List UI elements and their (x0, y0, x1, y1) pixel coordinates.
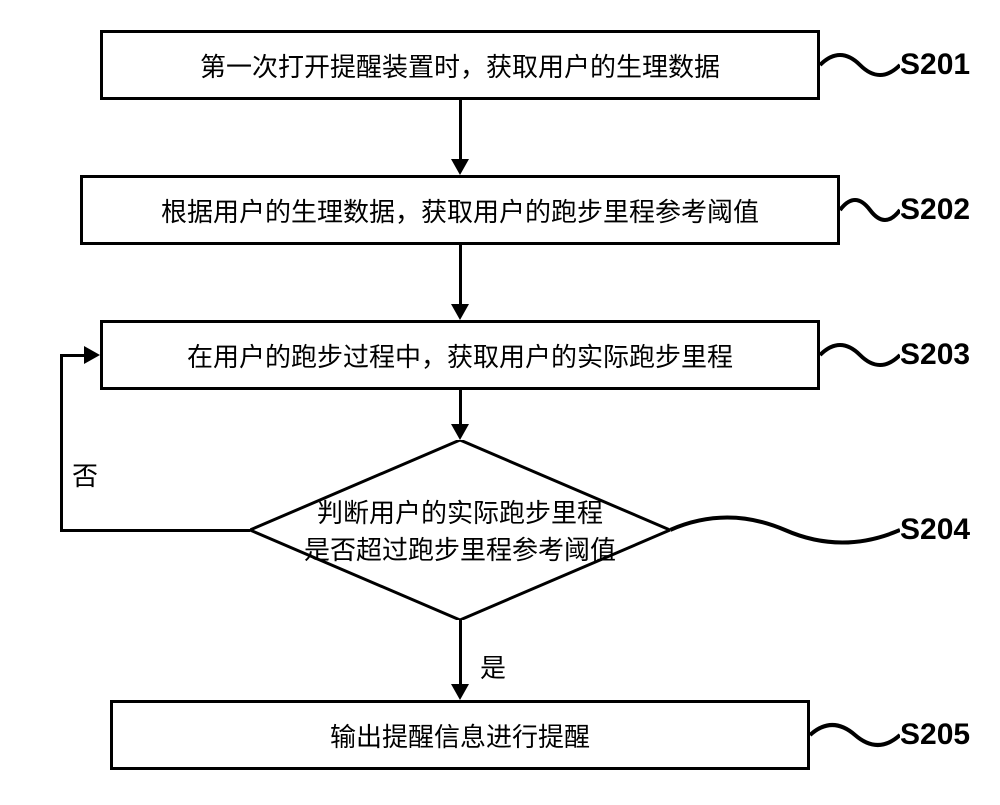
arrow-a3-head (451, 424, 469, 440)
arrow-a3-line (459, 390, 462, 424)
tilde-s203 (820, 340, 900, 370)
step-s202-box: 根据用户的生理数据，获取用户的跑步里程参考阈值 (80, 175, 840, 245)
arrow-a2-line (459, 245, 462, 304)
step-s201-box: 第一次打开提醒装置时，获取用户的生理数据 (100, 30, 820, 100)
step-s203-box: 在用户的跑步过程中，获取用户的实际跑步里程 (100, 320, 820, 390)
edge-yes-label: 是 (480, 648, 506, 685)
step-s205-box: 输出提醒信息进行提醒 (110, 700, 810, 770)
arrow-a1-head (451, 159, 469, 175)
arrow-a4-head (451, 684, 469, 700)
step-s204-diamond: 判断用户的实际跑步里程 是否超过跑步里程参考阈值 (250, 440, 670, 620)
loop-v (60, 355, 63, 531)
loop-h2 (60, 354, 84, 357)
label-s201: S201 (900, 48, 970, 82)
step-s204-line2: 是否超过跑步里程参考阈值 (304, 530, 616, 567)
label-s205: S205 (900, 718, 970, 752)
tilde-s204 (670, 515, 900, 545)
step-s202-text: 根据用户的生理数据，获取用户的跑步里程参考阈值 (161, 192, 759, 229)
arrow-a1-line (459, 100, 462, 159)
arrow-a4-line (459, 620, 462, 684)
flowchart-canvas: 第一次打开提醒装置时，获取用户的生理数据 根据用户的生理数据，获取用户的跑步里程… (0, 0, 1000, 805)
tilde-s201 (820, 50, 900, 80)
arrow-a2-head (451, 304, 469, 320)
edge-no-label: 否 (72, 456, 98, 493)
label-s204: S204 (900, 513, 970, 547)
tilde-s202 (840, 195, 900, 225)
step-s201-text: 第一次打开提醒装置时，获取用户的生理数据 (200, 47, 720, 84)
loop-head (84, 346, 100, 364)
loop-h1 (60, 529, 250, 532)
label-s202: S202 (900, 193, 970, 227)
tilde-s205 (810, 720, 900, 750)
step-s203-text: 在用户的跑步过程中，获取用户的实际跑步里程 (187, 337, 733, 374)
step-s205-text: 输出提醒信息进行提醒 (330, 717, 590, 754)
label-s203: S203 (900, 338, 970, 372)
step-s204-line1: 判断用户的实际跑步里程 (317, 493, 603, 530)
